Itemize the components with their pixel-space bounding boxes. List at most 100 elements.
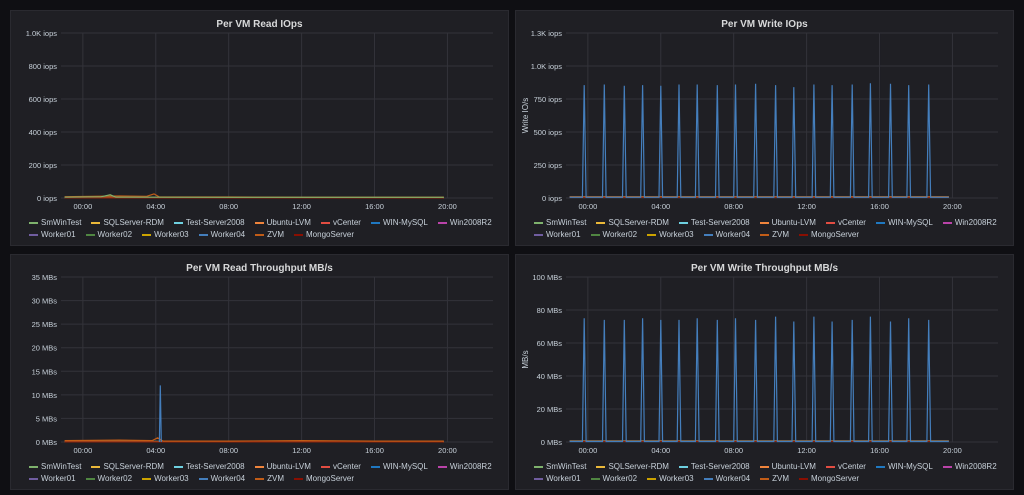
legend-swatch bbox=[294, 233, 304, 236]
legend-swatch bbox=[85, 477, 95, 480]
legend-item[interactable]: Worker01 bbox=[29, 230, 76, 239]
panel-title[interactable]: Per VM Write IOps bbox=[721, 19, 808, 30]
legend-item[interactable]: Worker02 bbox=[85, 474, 132, 483]
legend-label: Win2008R2 bbox=[449, 462, 492, 471]
legend-item[interactable]: Ubuntu-LVM bbox=[759, 462, 816, 471]
legend-label: ZVM bbox=[267, 230, 285, 239]
legend-label: Test-Server2008 bbox=[185, 218, 245, 227]
y-tick-label: 35 MBs bbox=[32, 273, 58, 282]
legend-item[interactable]: ZVM bbox=[255, 474, 284, 483]
legend-label: Worker03 bbox=[659, 474, 694, 483]
legend-item[interactable]: MongoServer bbox=[294, 230, 354, 239]
x-tick-label: 12:00 bbox=[292, 446, 311, 455]
legend-item[interactable]: vCenter bbox=[825, 218, 866, 227]
x-tick-label: 00:00 bbox=[578, 446, 597, 455]
legend-item[interactable]: vCenter bbox=[320, 218, 361, 227]
legend-item[interactable]: Test-Server2008 bbox=[678, 218, 750, 227]
legend-item[interactable]: Win2008R2 bbox=[437, 218, 492, 227]
legend-swatch bbox=[759, 465, 769, 468]
x-tick-label: 00:00 bbox=[73, 202, 92, 211]
legend-item[interactable]: Worker02 bbox=[85, 230, 133, 239]
legend-label: SmWinTest bbox=[546, 462, 587, 471]
legend-item[interactable]: WIN-MySQL bbox=[875, 218, 933, 227]
panel-title[interactable]: Per VM Read Throughput MB/s bbox=[186, 263, 333, 274]
legend-item[interactable]: Worker03 bbox=[142, 474, 189, 483]
legend-item[interactable]: Worker02 bbox=[590, 474, 637, 483]
legend-swatch bbox=[173, 221, 183, 224]
legend-item[interactable]: WIN-MySQL bbox=[370, 462, 428, 471]
legend-item[interactable]: WIN-MySQL bbox=[370, 218, 428, 227]
y-tick-label: 60 MBs bbox=[537, 339, 563, 348]
legend-item[interactable]: MongoServer bbox=[799, 230, 859, 239]
legend-item[interactable]: WIN-MySQL bbox=[875, 462, 933, 471]
legend-item[interactable]: vCenter bbox=[825, 462, 866, 471]
legend-item[interactable]: Worker04 bbox=[703, 474, 750, 483]
legend-item[interactable]: Ubuntu-LVM bbox=[254, 218, 311, 227]
legend-label: Worker04 bbox=[210, 230, 246, 239]
x-tick-label: 20:00 bbox=[943, 202, 962, 211]
x-tick-label: 16:00 bbox=[365, 446, 384, 455]
y-axis-label: Write IO/s bbox=[521, 98, 530, 133]
legend-item[interactable]: Worker04 bbox=[198, 230, 246, 239]
legend-item[interactable]: SQLServer-RDM bbox=[91, 462, 164, 471]
legend-swatch bbox=[370, 221, 380, 224]
legend-item[interactable]: Test-Server2008 bbox=[173, 462, 245, 471]
legend-item[interactable]: Win2008R2 bbox=[942, 462, 997, 471]
chart-read-throughput: 0 MBs 5 MBs 10 MBs 15 MBs 20 MBs 25 MBs 30 MBs… bbox=[32, 273, 493, 455]
legend-label: SQLServer-RDM bbox=[103, 462, 164, 471]
series-line-SmWinTest bbox=[64, 194, 444, 198]
legend-item[interactable]: ZVM bbox=[760, 230, 789, 239]
legend-item[interactable]: Test-Server2008 bbox=[173, 218, 245, 227]
legend-item[interactable]: Win2008R2 bbox=[942, 218, 997, 227]
legend-item[interactable]: Ubuntu-LVM bbox=[254, 462, 311, 471]
legend-item[interactable]: Worker04 bbox=[198, 474, 245, 483]
legend-swatch bbox=[254, 465, 264, 468]
legend-item[interactable]: SmWinTest bbox=[29, 218, 81, 227]
legend-label: Worker01 bbox=[546, 474, 581, 483]
legend-item[interactable]: SmWinTest bbox=[29, 462, 81, 471]
legend-label: Test-Server2008 bbox=[690, 218, 750, 227]
x-tick-label: 16:00 bbox=[870, 446, 889, 455]
y-tick-label: 40 MBs bbox=[537, 372, 563, 381]
legend-swatch bbox=[875, 221, 885, 224]
legend-item[interactable]: ZVM bbox=[255, 230, 284, 239]
legend-item[interactable]: Ubuntu-LVM bbox=[759, 218, 816, 227]
y-tick-label: 400 iops bbox=[29, 128, 58, 137]
legend-item[interactable]: Worker03 bbox=[142, 230, 189, 239]
legend-item[interactable]: Worker03 bbox=[647, 474, 694, 483]
legend-label: MongoServer bbox=[811, 474, 860, 483]
legend-item[interactable]: SmWinTest bbox=[534, 462, 586, 471]
legend-item[interactable]: Test-Server2008 bbox=[678, 462, 750, 471]
legend-item[interactable]: MongoServer bbox=[294, 474, 354, 483]
legend-swatch bbox=[647, 233, 657, 236]
y-tick-label: 0 MBs bbox=[541, 438, 563, 447]
legend-swatch bbox=[142, 233, 152, 236]
legend-item[interactable]: vCenter bbox=[320, 462, 361, 471]
x-tick-label: 08:00 bbox=[724, 446, 743, 455]
legend-item[interactable]: Worker01 bbox=[534, 230, 581, 239]
legend-label: WIN-MySQL bbox=[887, 218, 933, 227]
legend-item[interactable]: SQLServer-RDM bbox=[596, 218, 669, 227]
legend-item[interactable]: MongoServer bbox=[799, 474, 859, 483]
panel-title[interactable]: Per VM Read IOps bbox=[216, 19, 303, 30]
legend-item[interactable]: SQLServer-RDM bbox=[91, 218, 164, 227]
legend-item[interactable]: Worker02 bbox=[590, 230, 637, 239]
y-tick-label: 750 iops bbox=[534, 95, 563, 104]
legend-swatch bbox=[91, 465, 101, 468]
legend-item[interactable]: SQLServer-RDM bbox=[596, 462, 669, 471]
legend-item[interactable]: Worker01 bbox=[29, 474, 76, 483]
legend-swatch bbox=[825, 221, 835, 224]
legend-label: Worker01 bbox=[41, 474, 76, 483]
legend-item[interactable]: ZVM bbox=[760, 474, 789, 483]
legend-item[interactable]: Worker04 bbox=[703, 230, 750, 239]
y-tick-label: 1.0K iops bbox=[26, 29, 58, 38]
panel-title[interactable]: Per VM Write Throughput MB/s bbox=[690, 263, 839, 274]
x-tick-label: 04:00 bbox=[146, 202, 165, 211]
legend-item[interactable]: Win2008R2 bbox=[437, 462, 492, 471]
legend-item[interactable]: SmWinTest bbox=[534, 218, 586, 227]
legend-label: Worker02 bbox=[97, 230, 133, 239]
legend-item[interactable]: Worker03 bbox=[647, 230, 694, 239]
legend-swatch bbox=[760, 233, 770, 236]
legend-item[interactable]: Worker01 bbox=[534, 474, 581, 483]
legend: SmWinTest SQLServer-RDM Test-Server2008 Ubu… bbox=[29, 462, 500, 483]
